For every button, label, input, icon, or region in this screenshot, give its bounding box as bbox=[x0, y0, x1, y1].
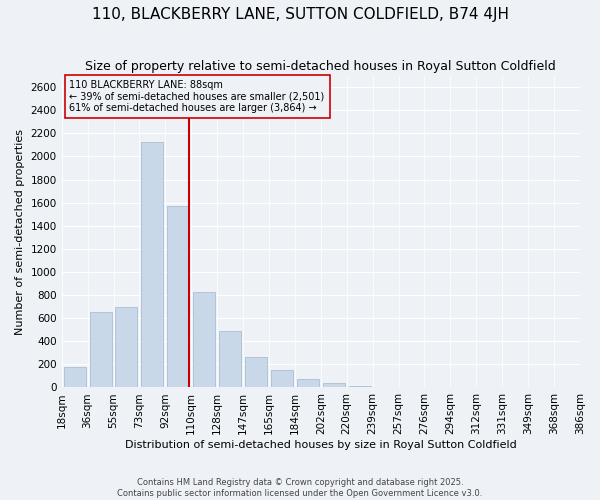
Bar bbox=[245, 357, 267, 388]
Bar bbox=[142, 142, 163, 388]
Bar bbox=[323, 384, 345, 388]
Bar bbox=[297, 379, 319, 388]
Y-axis label: Number of semi-detached properties: Number of semi-detached properties bbox=[15, 128, 25, 334]
Bar bbox=[167, 206, 190, 388]
Bar bbox=[271, 370, 293, 388]
Bar bbox=[219, 331, 241, 388]
Bar bbox=[64, 367, 86, 388]
Bar bbox=[193, 292, 215, 388]
Text: 110, BLACKBERRY LANE, SUTTON COLDFIELD, B74 4JH: 110, BLACKBERRY LANE, SUTTON COLDFIELD, … bbox=[91, 8, 509, 22]
Text: 110 BLACKBERRY LANE: 88sqm
← 39% of semi-detached houses are smaller (2,501)
61%: 110 BLACKBERRY LANE: 88sqm ← 39% of semi… bbox=[70, 80, 325, 114]
Bar bbox=[115, 306, 137, 388]
Title: Size of property relative to semi-detached houses in Royal Sutton Coldfield: Size of property relative to semi-detach… bbox=[85, 60, 556, 73]
Text: Contains HM Land Registry data © Crown copyright and database right 2025.
Contai: Contains HM Land Registry data © Crown c… bbox=[118, 478, 482, 498]
Bar bbox=[89, 312, 112, 388]
X-axis label: Distribution of semi-detached houses by size in Royal Sutton Coldfield: Distribution of semi-detached houses by … bbox=[125, 440, 517, 450]
Bar bbox=[349, 386, 371, 388]
Bar bbox=[374, 386, 397, 388]
